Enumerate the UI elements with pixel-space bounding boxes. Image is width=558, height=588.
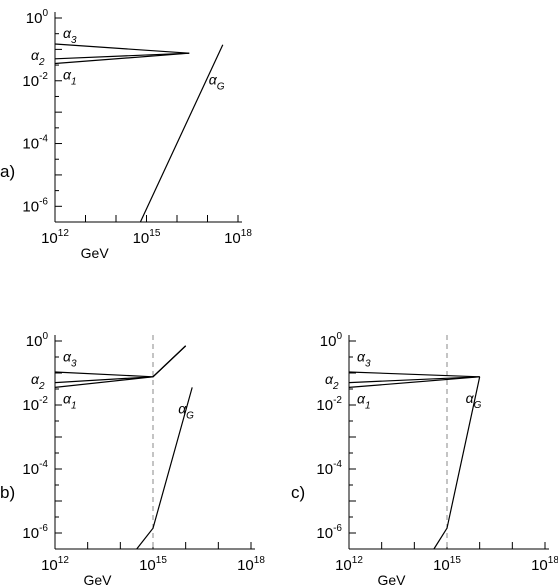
- x-axis-title: GeV: [81, 245, 110, 261]
- series-label-alpha-1: α1: [63, 390, 77, 411]
- series-line-alpha-1: [54, 52, 190, 65]
- panel-label: a): [0, 162, 15, 181]
- y-tick-label-0: 100: [26, 331, 49, 350]
- series-label-alpha-2: α2: [31, 371, 45, 392]
- chart-panel-c: c) 100 10-2 10-4 10-6 1012 1015 1018 GeV α3 α2 α1 αG: [291, 331, 558, 588]
- panel-label: b): [0, 483, 15, 502]
- y-tick-label--4: 10-4: [22, 459, 48, 478]
- series-label-alpha-3: α3: [63, 349, 77, 370]
- series-line-alpha-2: [54, 52, 190, 60]
- panel-label: c): [291, 483, 305, 502]
- series-line-alpha-2: [348, 376, 480, 384]
- x-tick-label-15: 1015: [433, 555, 461, 574]
- x-tick-label-18: 1018: [237, 555, 265, 574]
- y-tick-label--2: 10-2: [22, 71, 48, 90]
- series-label-alpha-3: α3: [63, 25, 77, 46]
- y-tick-label--6: 10-6: [22, 196, 48, 215]
- series-label-alpha-G: αG: [178, 400, 194, 421]
- series-line-alpha-G: [139, 44, 224, 223]
- y-tick-label-0: 100: [320, 331, 343, 350]
- series-label-alpha-1: α1: [357, 390, 371, 411]
- x-axis-title: GeV: [83, 572, 112, 588]
- x-tick-label-12: 1012: [41, 555, 69, 574]
- series-label-alpha-G: αG: [466, 390, 482, 411]
- x-tick-label-12: 1012: [335, 555, 363, 574]
- series-line-alpha-G: [433, 376, 481, 550]
- x-tick-label-18: 1018: [531, 555, 558, 574]
- y-tick-label-0: 100: [26, 8, 49, 27]
- series-label-alpha-1: α1: [63, 67, 77, 88]
- x-axis-title: GeV: [377, 572, 406, 588]
- x-tick-label-15: 1015: [139, 555, 167, 574]
- series-label-alpha-3: α3: [357, 349, 371, 370]
- series-line-alpha-3: [348, 371, 480, 378]
- series-line-alpha-1: [348, 376, 480, 388]
- chart-panel-b: b) 100 10-2 10-4 10-6 1012 1015 1018 GeV α3 α2 α1 αG: [0, 331, 265, 588]
- x-tick-label-12: 1012: [41, 228, 69, 247]
- y-tick-label--4: 10-4: [316, 459, 342, 478]
- series-line-alpha-1: [54, 345, 187, 388]
- series-line-alpha-3: [54, 43, 190, 54]
- x-tick-label-15: 1015: [133, 228, 161, 247]
- y-tick-label--2: 10-2: [22, 395, 48, 414]
- series-line-alpha-G: [136, 387, 193, 550]
- y-tick-label--4: 10-4: [22, 134, 48, 153]
- y-tick-label--6: 10-6: [316, 523, 342, 542]
- y-tick-label--2: 10-2: [316, 395, 342, 414]
- y-tick-label--6: 10-6: [22, 523, 48, 542]
- series-label-alpha-G: αG: [209, 72, 225, 93]
- series-label-alpha-2: α2: [325, 371, 339, 392]
- chart-panel-a: a) 100 10-2 10-4 10-6 1012 1015 1018 GeV α3 α2 α1 αG: [0, 8, 252, 261]
- series-label-alpha-2: α2: [31, 47, 45, 68]
- x-tick-label-18: 1018: [224, 228, 252, 247]
